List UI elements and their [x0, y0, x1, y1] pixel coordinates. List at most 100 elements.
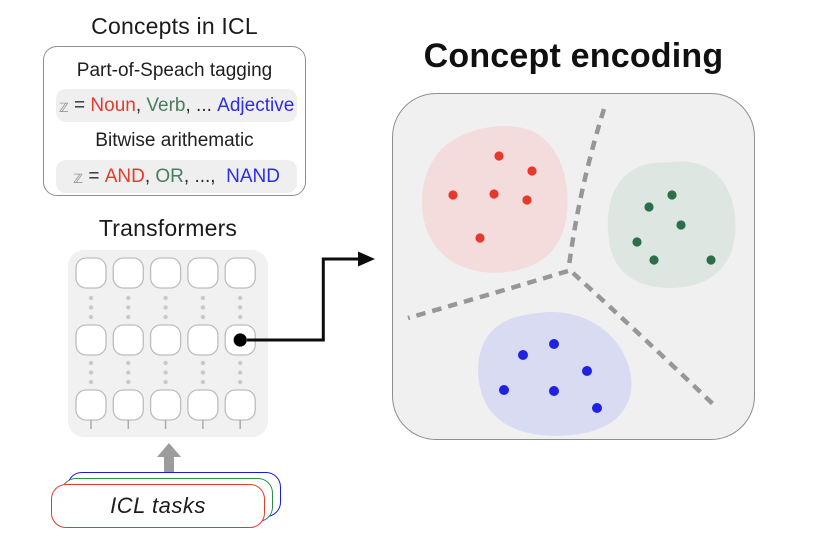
red-concept-dot — [489, 189, 499, 199]
transformer-unit — [75, 257, 107, 289]
blue-concept-dot — [592, 403, 602, 413]
transformer-unit — [149, 257, 182, 289]
red-concept-dot — [475, 233, 485, 243]
transformer-unit — [149, 324, 182, 356]
green-concept-dot — [676, 220, 686, 230]
ellipsis-dot — [126, 305, 131, 310]
blue-concept-dot — [549, 339, 559, 349]
equals-sign: = — [68, 94, 91, 116]
red-concept-dot — [522, 195, 532, 205]
ellipsis-dot — [126, 379, 131, 385]
ellipsis-dot — [88, 305, 94, 310]
green-concept-dot — [706, 255, 716, 265]
ellipsis-dot — [88, 370, 94, 375]
ellipsis-dot — [238, 379, 243, 385]
red-concept-dot — [527, 166, 537, 176]
pos-tagging-label: Part-of-Speach tagging — [76, 59, 273, 81]
icl-tasks-label: ICL tasks — [110, 493, 206, 518]
probed-activation-dot — [233, 333, 247, 347]
ellipsis-dot — [238, 370, 243, 375]
green-cluster-blob — [607, 161, 736, 288]
ellipsis-dot — [163, 370, 168, 375]
ellipsis-dot — [126, 314, 131, 320]
transformer-unit — [187, 389, 219, 421]
decision-boundary-dashed — [407, 268, 569, 321]
blue-cluster-blob — [478, 312, 632, 436]
transformer-unit — [149, 389, 182, 421]
ellipsis-dot — [163, 379, 168, 385]
latent-concept-symbol: 𝕫 — [73, 167, 84, 187]
ellipsis-dot — [200, 379, 206, 385]
red-cluster-blob — [421, 126, 568, 273]
red-concept-dot — [448, 190, 458, 200]
latent-concept-symbol: 𝕫 — [58, 96, 69, 116]
activation-arrow — [247, 251, 375, 342]
red-concept-dot — [494, 151, 504, 161]
token-nand: NAND — [226, 165, 280, 187]
transformer-unit — [75, 389, 107, 421]
green-concept-dot — [649, 255, 659, 265]
separator: , — [144, 165, 156, 187]
ellipsis-dot — [238, 314, 243, 320]
transformer-unit — [224, 257, 256, 289]
blue-concept-dot — [499, 385, 509, 395]
decision-boundary-dashed — [566, 108, 607, 267]
ellipsis-dot — [126, 360, 131, 366]
ellipsis-dot — [200, 360, 206, 366]
transformers-title: Transformers — [98, 215, 238, 241]
bitwise-arithmetic-label: Bitwise arithematic — [95, 130, 254, 151]
arrowhead-icon — [358, 251, 375, 267]
green-concept-dot — [632, 237, 642, 247]
concept-space-plot — [407, 108, 736, 436]
concepts-box: Part-of-Speach tagging 𝕫 = Noun, Verb, .… — [43, 46, 306, 196]
ellipsis-dot — [88, 314, 94, 320]
bitwise-arithmetic-equation: 𝕫 = AND, OR, ..., NAND — [56, 160, 297, 193]
blue-concept-dot — [549, 386, 559, 396]
token-or: OR — [155, 165, 184, 187]
ellipsis-dot — [200, 295, 206, 301]
separator: , — [135, 94, 147, 116]
ellipsis-dot — [163, 295, 168, 301]
ellipsis-dot — [238, 295, 243, 301]
ellipsis-dot — [88, 360, 94, 366]
ellipsis-dot — [200, 370, 206, 375]
token-adjective: Adjective — [217, 94, 295, 116]
input-up-arrow-icon — [157, 443, 181, 474]
blue-concept-dot — [582, 366, 592, 376]
blue-concept-dot — [518, 350, 528, 360]
transformer-unit — [112, 257, 144, 289]
transformer-unit — [187, 257, 219, 289]
transformer-grid — [75, 257, 256, 429]
equals-sign: = — [83, 165, 105, 187]
separator: , ... — [185, 94, 218, 116]
ellipsis-dot — [163, 314, 168, 320]
token-and: AND — [104, 165, 145, 187]
ellipsis-dot — [163, 305, 168, 310]
green-concept-dot — [644, 202, 654, 212]
transformer-unit — [75, 324, 107, 356]
pos-tagging-equation: 𝕫 = Noun, Verb, ... Adjective — [56, 89, 297, 122]
ellipsis-dot — [126, 370, 131, 375]
concept-encoding-panel — [392, 93, 755, 440]
transformer-unit — [224, 389, 256, 421]
separator: , ..., — [183, 165, 227, 187]
transformer-panel — [68, 250, 268, 437]
ellipsis-dot — [200, 305, 206, 310]
ellipsis-dot — [238, 305, 243, 310]
ellipsis-dot — [88, 295, 94, 301]
transformer-unit — [112, 324, 144, 356]
ellipsis-dot — [200, 314, 206, 320]
green-concept-dot — [667, 190, 677, 200]
ellipsis-dot — [163, 360, 168, 366]
token-verb: Verb — [146, 94, 186, 116]
transformer-unit — [112, 389, 144, 421]
ellipsis-dot — [126, 295, 131, 301]
ellipsis-dot — [88, 379, 94, 385]
token-noun: Noun — [90, 94, 136, 116]
concept-encoding-title: Concept encoding — [423, 37, 724, 75]
decision-boundary-dashed — [571, 271, 717, 408]
transformer-unit — [187, 324, 219, 356]
ellipsis-dot — [238, 360, 243, 366]
icl-task-card-front — [51, 484, 265, 528]
